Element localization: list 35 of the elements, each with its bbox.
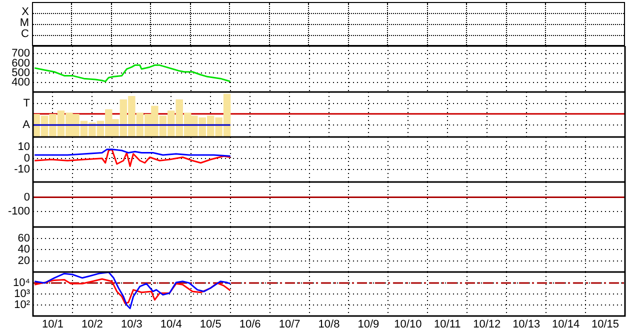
x-tick-label: 10/14 [552, 318, 580, 331]
text: T [23, 97, 30, 110]
text: M [20, 17, 29, 29]
x-tick-label: 10/9 [358, 318, 380, 331]
y-tick-label: 0 [24, 191, 30, 204]
y-tick-label: 60 [18, 232, 30, 244]
y-tick-label: 10² [14, 299, 30, 312]
y-tick-label: -10 [14, 164, 30, 176]
y-tick-label: 0 [24, 152, 30, 164]
y-tick-label: 10³ [14, 288, 30, 300]
y-tick-label: 10 [18, 141, 30, 154]
text: C [21, 28, 29, 41]
y-tick-label: 40 [18, 244, 30, 256]
x-tick-label: 10/7 [278, 318, 300, 331]
y-tick-label: 700 [12, 48, 30, 60]
y-tick-label: 400 [12, 76, 30, 88]
x-tick-label: 10/5 [200, 318, 222, 331]
x-tick-label: 10/13 [512, 318, 540, 331]
x-tick-label: 10/12 [473, 318, 501, 331]
y-tick-label: 10⁴ [13, 277, 30, 290]
y-tick-label: 600 [12, 57, 30, 70]
x-tick-label: 10/10 [394, 318, 422, 331]
y-tick-label: -100 [8, 206, 30, 218]
x-tick-label: 10/6 [239, 318, 261, 331]
y-tick-label: 500 [12, 66, 30, 79]
x-tick-label: 10/8 [318, 318, 340, 331]
text: A [22, 118, 31, 131]
x-tick-label: 10/1 [42, 318, 64, 331]
x-tick-label: 10/2 [81, 318, 103, 331]
x-tick-label: 10/4 [160, 318, 182, 331]
x-tick-label: 10/15 [592, 318, 620, 331]
y-tick-label: 20 [18, 254, 30, 267]
x-tick-label: 10/11 [434, 318, 461, 331]
text: X [22, 6, 29, 18]
x-tick-label: 10/3 [120, 318, 142, 331]
